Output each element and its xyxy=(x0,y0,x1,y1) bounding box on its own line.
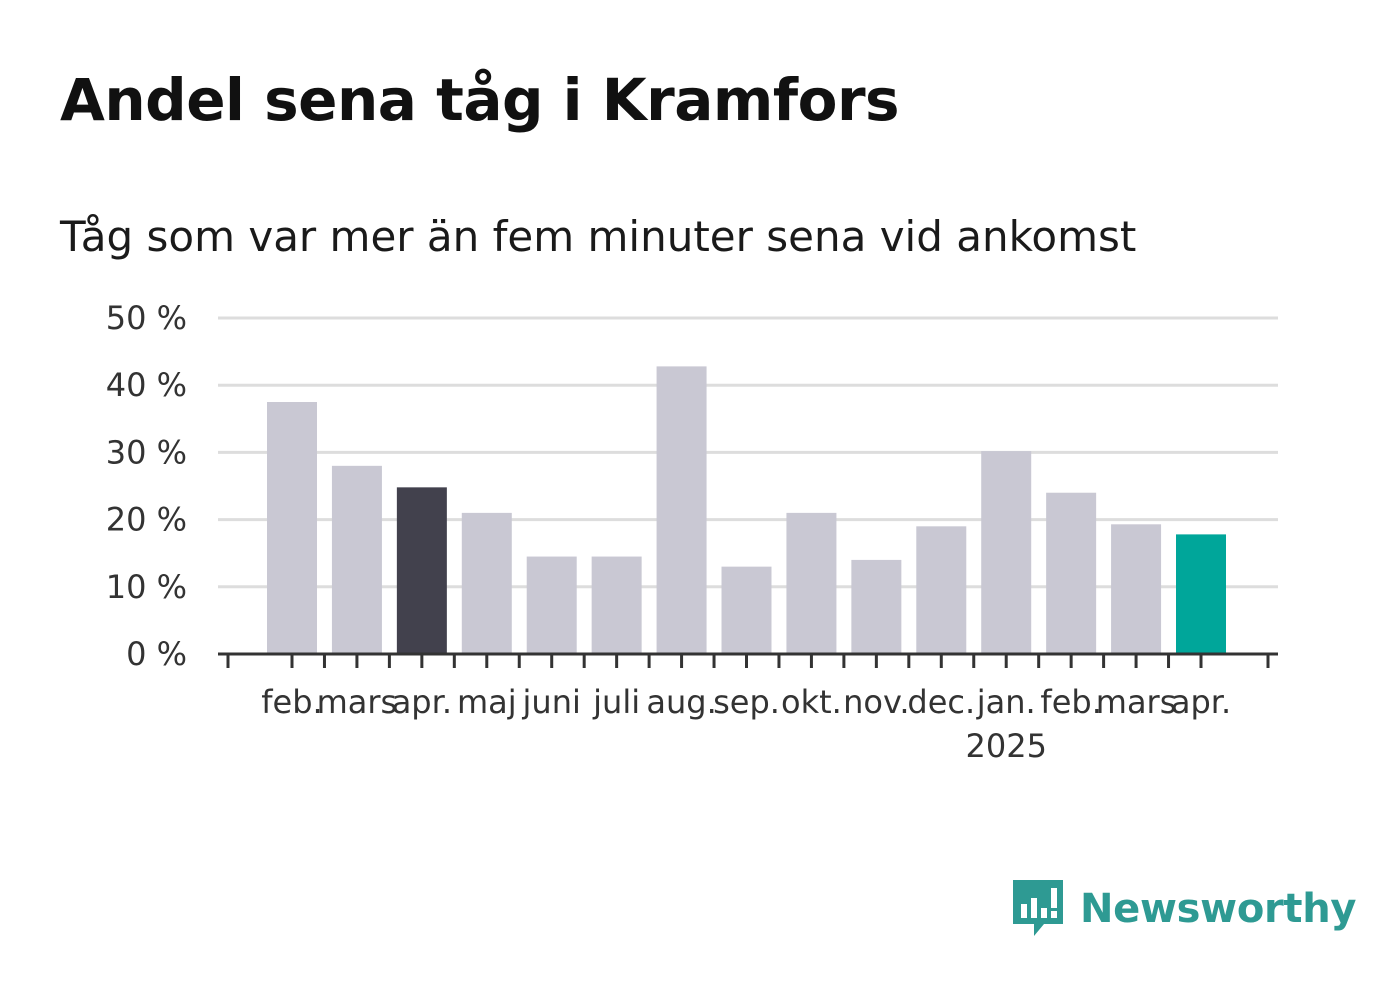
x-tick-label: apr. xyxy=(392,683,452,721)
chart-subtitle: Tåg som var mer än fem minuter sena vid … xyxy=(60,212,1137,261)
x-tick-label: mars xyxy=(1096,683,1177,721)
x-tick-label: maj xyxy=(457,683,517,721)
x-tick-label: feb. xyxy=(261,683,322,721)
x-tick-label: jan. xyxy=(976,683,1036,721)
bar-sep-7 xyxy=(721,566,772,654)
logo-text: Newsworthy xyxy=(1080,886,1357,932)
x-axis xyxy=(218,652,1278,668)
bar-aug-6 xyxy=(656,366,707,654)
y-tick-label: 20 % xyxy=(106,501,187,539)
bar-okt-8 xyxy=(786,512,837,654)
x-tick-label: nov. xyxy=(843,683,909,721)
bar-jan-11 xyxy=(981,451,1032,654)
x-tick-label: dec. xyxy=(907,683,975,721)
newsworthy-bar-icon xyxy=(1013,880,1063,936)
bar-feb-12 xyxy=(1046,492,1097,654)
bar-juni-4 xyxy=(526,556,577,654)
x-year-label: 2025 xyxy=(965,727,1046,765)
x-tick-label: sep. xyxy=(713,683,780,721)
newsworthy-logo: Newsworthy xyxy=(1010,878,1357,940)
x-tick-label: juni xyxy=(522,683,581,721)
y-tick-label: 0 % xyxy=(126,635,187,673)
y-tick-label: 10 % xyxy=(106,568,187,606)
bar-apr-2 xyxy=(396,487,447,654)
y-tick-label: 40 % xyxy=(106,366,187,404)
bar-mars-1 xyxy=(331,465,382,654)
y-tick-label: 30 % xyxy=(106,433,187,471)
bars xyxy=(267,366,1226,654)
x-tick-label: feb. xyxy=(1040,683,1101,721)
y-tick-label: 50 % xyxy=(106,299,187,337)
x-tick-label: apr. xyxy=(1171,683,1231,721)
bar-maj-3 xyxy=(461,512,512,654)
bar-juli-5 xyxy=(591,556,642,654)
chart-title: Andel sena tåg i Kramfors xyxy=(60,66,900,134)
x-tick-label: aug. xyxy=(646,683,716,721)
bar-nov-9 xyxy=(851,559,902,654)
x-tick-label: okt. xyxy=(781,683,842,721)
bar-dec-10 xyxy=(916,526,967,654)
bar-mars-13 xyxy=(1111,524,1162,654)
x-tick-label: mars xyxy=(317,683,398,721)
x-tick-label: juli xyxy=(592,683,640,721)
bar-feb-0 xyxy=(267,402,317,654)
bar-apr-14 xyxy=(1176,534,1226,654)
